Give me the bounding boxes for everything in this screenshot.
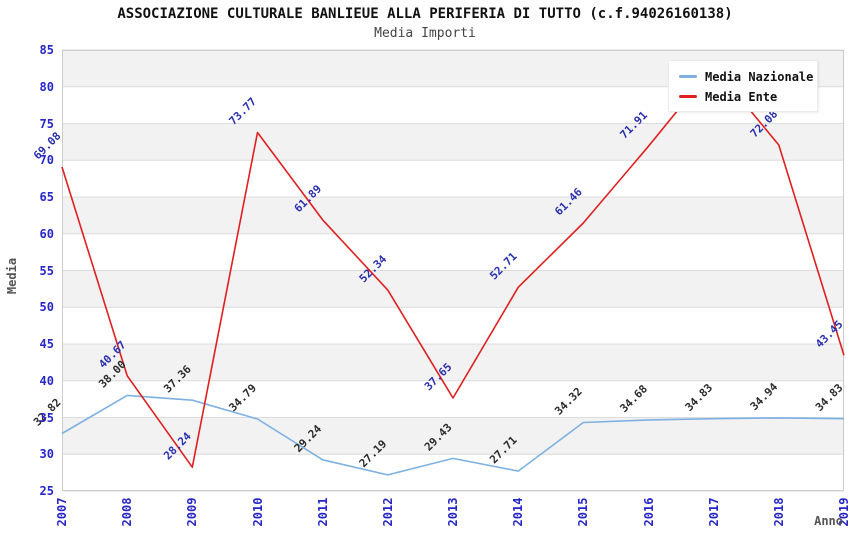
background-band <box>62 160 844 197</box>
legend-item-media-nazionale: Media Nazionale <box>679 68 813 85</box>
y-axis-tick-label: 65 <box>39 190 54 204</box>
background-band <box>62 197 844 234</box>
x-axis-tick-label: 2018 <box>771 497 786 527</box>
y-axis-tick-label: 75 <box>39 116 54 131</box>
y-axis-tick-label: 55 <box>39 263 54 278</box>
legend-label: Media Nazionale <box>705 69 814 84</box>
x-axis-tick-label: 2008 <box>120 497 135 527</box>
y-axis-tick-label: 40 <box>39 373 54 388</box>
y-axis-title: Media <box>5 257 19 295</box>
legend-line-swatch-icon <box>679 75 697 78</box>
y-axis-tick-label: 45 <box>39 337 54 351</box>
series-line-media-nazionale <box>61 394 845 476</box>
background-band <box>62 344 844 381</box>
x-axis-tick-label: 2012 <box>380 497 395 527</box>
y-axis-tick-label: 30 <box>39 447 54 462</box>
legend: Media Nazionale Media Ente <box>668 60 818 112</box>
legend-label: Media Ente <box>705 89 778 104</box>
chart-subtitle: Media Importi <box>374 26 476 41</box>
background-band <box>62 380 844 418</box>
background-band <box>62 454 844 491</box>
plot-border <box>62 50 844 491</box>
y-axis-tick-label: 35 <box>39 410 54 425</box>
y-axis-tick-label: 70 <box>39 153 54 168</box>
legend-item-media-ente: Media Ente <box>679 88 807 105</box>
plot-area: 32.82 38.00 37.36 34.79 29.24 27.19 29.43 27.71… <box>31 49 846 492</box>
y-axis-tick-label: 25 <box>39 484 54 498</box>
x-axis-tick-label: 2014 <box>511 497 526 527</box>
y-axis-tick-label: 50 <box>39 300 54 315</box>
x-axis-tick-label: 2015 <box>576 497 591 527</box>
background-band <box>62 123 844 161</box>
x-axis-tick-label: 2007 <box>55 497 69 527</box>
x-axis-tick-label: 2010 <box>250 497 265 527</box>
x-axis-tick-label: 2016 <box>641 497 656 527</box>
background-band <box>62 270 844 308</box>
y-axis-tick-label: 80 <box>39 79 54 94</box>
x-axis-title: Anno <box>814 514 843 528</box>
legend-line-swatch-icon <box>679 95 697 98</box>
background-band <box>62 417 844 455</box>
background-band <box>62 307 844 344</box>
y-axis-tick-label: 60 <box>39 226 54 241</box>
x-axis-tick-label: 2011 <box>315 497 330 527</box>
chart-title: ASSOCIAZIONE CULTURALE BANLIEUE ALLA PER… <box>117 6 733 22</box>
x-axis-tick-label: 2017 <box>706 497 721 527</box>
y-axis-tick-label: 85 <box>39 43 54 57</box>
x-axis-tick-label: 2013 <box>446 497 460 527</box>
x-axis-tick-label: 2009 <box>185 497 200 527</box>
background-band <box>62 233 844 271</box>
